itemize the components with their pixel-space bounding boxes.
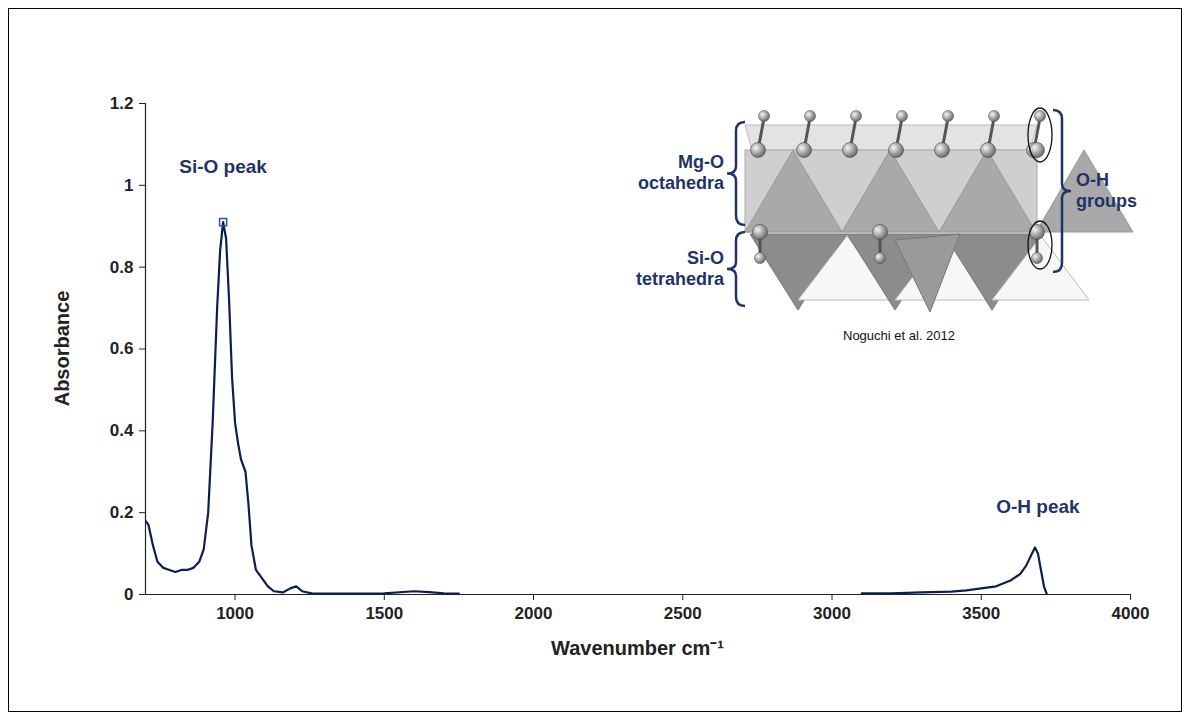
svg-text:0.8: 0.8 <box>110 258 134 277</box>
svg-text:O-H peak: O-H peak <box>996 496 1080 517</box>
svg-text:4000: 4000 <box>1112 604 1150 623</box>
svg-text:Noguchi et al. 2012: Noguchi et al. 2012 <box>843 328 955 343</box>
svg-text:2000: 2000 <box>515 604 553 623</box>
html-text:Absorbance: Absorbance <box>50 290 73 406</box>
svg-text:O-Hgroups: O-Hgroups <box>1076 169 1137 210</box>
svg-text:1500: 1500 <box>365 604 403 623</box>
svg-text:0.2: 0.2 <box>110 503 134 522</box>
svg-text:0.6: 0.6 <box>110 339 134 358</box>
svg-text:2500: 2500 <box>664 604 702 623</box>
svg-text:3500: 3500 <box>962 604 1000 623</box>
svg-text:Si-O peak: Si-O peak <box>179 156 267 177</box>
svg-text:0: 0 <box>124 585 133 604</box>
html-text:Wavenumber cm⁻¹: Wavenumber cm⁻¹ <box>551 637 724 659</box>
svg-text:1.2: 1.2 <box>110 94 134 113</box>
svg-text:Mg-Ooctahedra: Mg-Ooctahedra <box>638 152 725 193</box>
svg-text:1: 1 <box>124 176 133 195</box>
svg-text:0.4: 0.4 <box>110 421 134 440</box>
svg-text:1000: 1000 <box>216 604 254 623</box>
svg-text:Si-Otetrahedra: Si-Otetrahedra <box>636 247 725 288</box>
svg-text:3000: 3000 <box>813 604 851 623</box>
